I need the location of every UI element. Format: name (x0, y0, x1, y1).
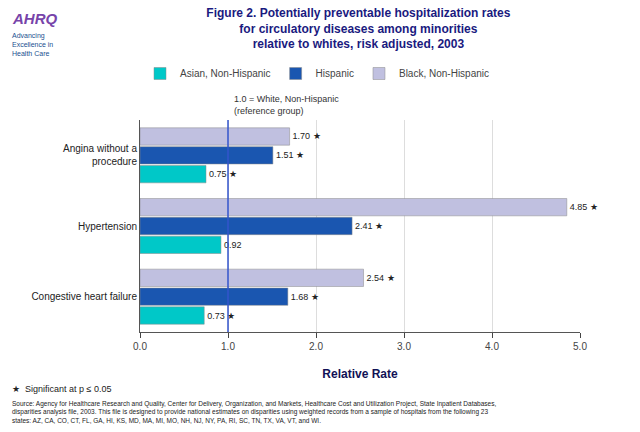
svg-text:Figure 2. Potentially preventa: Figure 2. Potentially preventable hospit… (206, 6, 510, 51)
svg-text:0.92: 0.92 (224, 240, 242, 250)
svg-text:4.85 ★: 4.85 ★ (570, 202, 598, 212)
svg-text:Congestive heart failure: Congestive heart failure (31, 291, 137, 302)
svg-text:2.41 ★: 2.41 ★ (355, 221, 383, 231)
svg-text:4.0: 4.0 (485, 341, 499, 352)
svg-text:AHRQ: AHRQ (12, 10, 57, 27)
svg-text:1.51 ★: 1.51 ★ (276, 150, 304, 160)
svg-text:2.0: 2.0 (309, 341, 323, 352)
svg-text:2.54 ★: 2.54 ★ (367, 273, 395, 283)
svg-text:0.75 ★: 0.75 ★ (209, 169, 237, 179)
svg-text:1.68 ★: 1.68 ★ (291, 292, 319, 302)
svg-text:Hispanic: Hispanic (316, 68, 354, 79)
svg-text:0.0: 0.0 (133, 341, 147, 352)
svg-text:Hypertension: Hypertension (78, 221, 137, 232)
svg-text:★ Significant at p ≤ 0.05: ★ Significant at p ≤ 0.05 (12, 384, 112, 394)
svg-text:AdvancingExcellence inHealth C: AdvancingExcellence inHealth Care (12, 32, 53, 57)
svg-text:1.0 = White, Non-Hispanic(refe: 1.0 = White, Non-Hispanic(reference grou… (234, 94, 339, 116)
svg-text:1.70 ★: 1.70 ★ (293, 131, 321, 141)
svg-text:Black, Non-Hispanic: Black, Non-Hispanic (399, 68, 489, 79)
svg-text:Asian, Non-Hispanic: Asian, Non-Hispanic (180, 68, 271, 79)
svg-text:Angina without aprocedure: Angina without aprocedure (63, 143, 137, 167)
svg-text:0.73 ★: 0.73 ★ (207, 311, 235, 321)
svg-text:1.0: 1.0 (221, 341, 235, 352)
svg-text:3.0: 3.0 (397, 341, 411, 352)
svg-text:Source: Agency for Healthcare: Source: Agency for Healthcare Research a… (12, 400, 496, 424)
svg-text:5.0: 5.0 (573, 341, 587, 352)
svg-text:Relative Rate: Relative Rate (322, 367, 398, 381)
